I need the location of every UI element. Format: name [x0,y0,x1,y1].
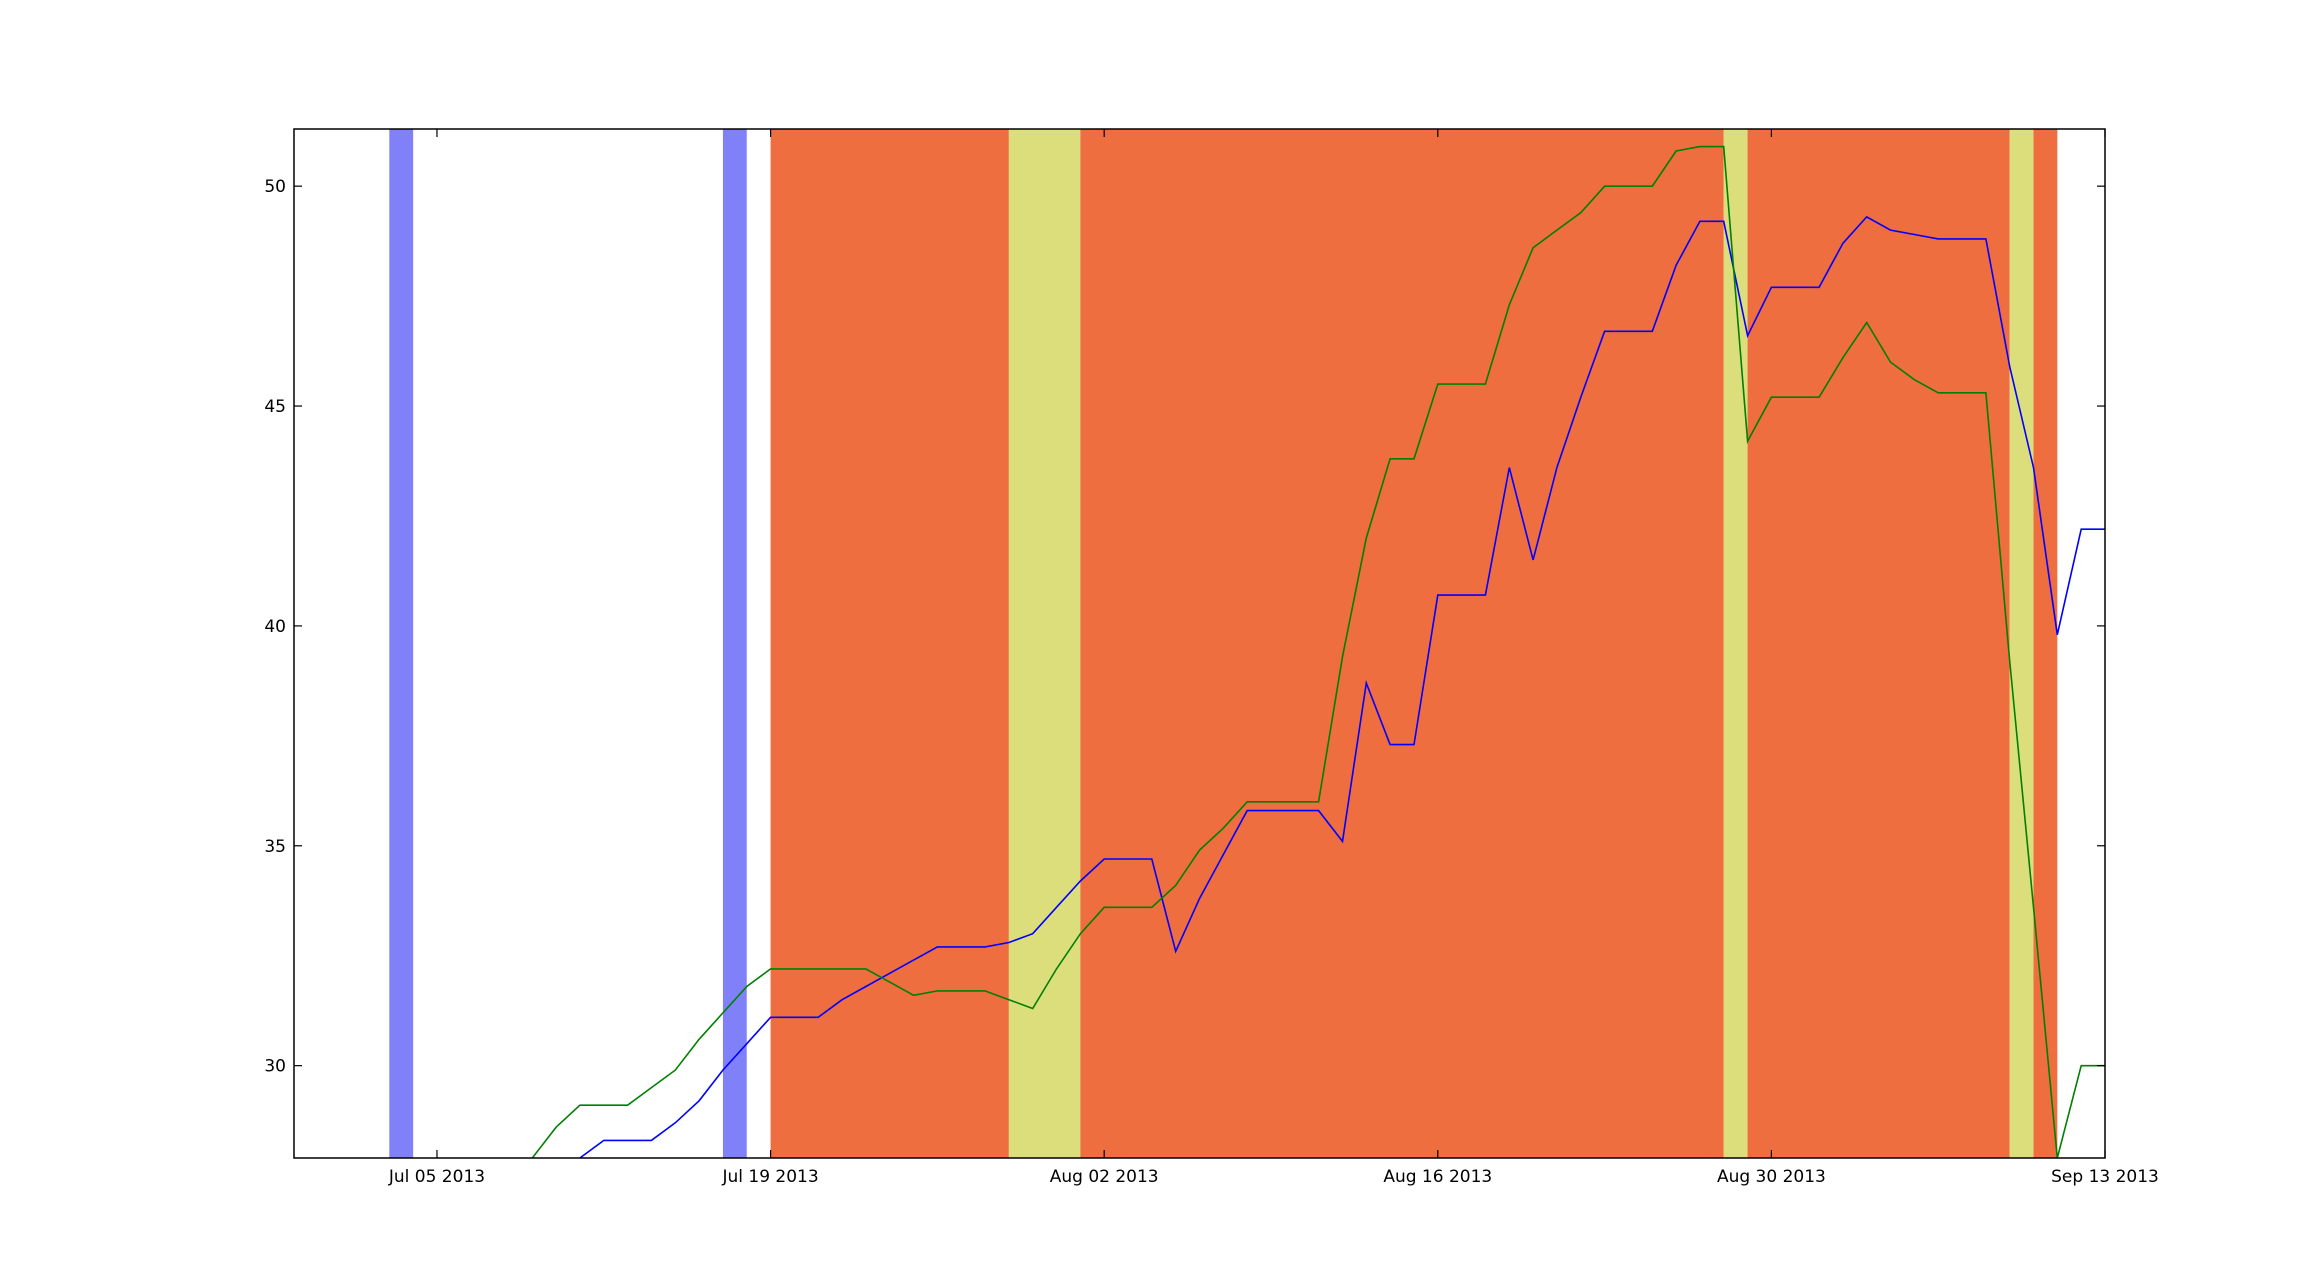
x-tick-label-5: Sep 13 2013 [2051,1167,2159,1187]
band-4 [1080,129,1723,1158]
y-tick-label-1: 35 [264,837,286,857]
x-tick-label-3: Aug 16 2013 [1383,1167,1492,1187]
x-tick-label-4: Aug 30 2013 [1717,1167,1826,1187]
y-tick-label-3: 45 [264,397,286,417]
band-6 [1748,129,2010,1158]
x-tick-label-1: Jul 19 2013 [721,1167,818,1187]
y-tick-label-4: 50 [264,177,286,197]
y-tick-label-0: 30 [264,1057,286,1077]
band-5 [1724,129,1748,1158]
band-8 [2034,129,2058,1158]
band-2 [771,129,1009,1158]
x-tick-label-0: Jul 05 2013 [388,1167,485,1187]
band-7 [2010,129,2034,1158]
y-tick-label-2: 40 [264,617,286,637]
band-0 [389,129,413,1158]
x-tick-label-2: Aug 02 2013 [1050,1167,1159,1187]
bands-layer [389,129,2057,1158]
band-1 [723,129,747,1158]
